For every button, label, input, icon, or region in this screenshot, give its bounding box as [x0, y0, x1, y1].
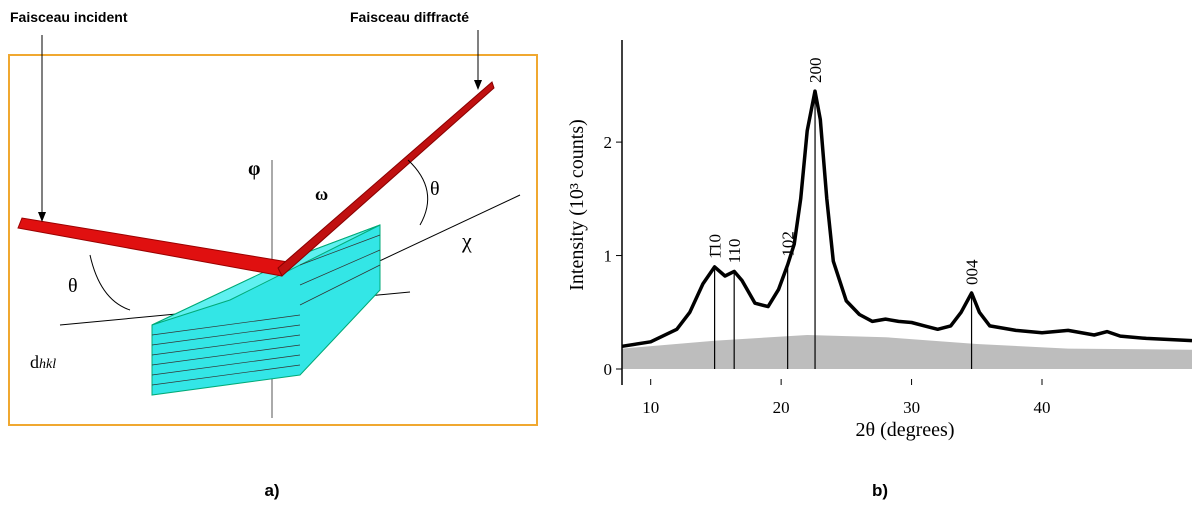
peak-label: 110 [725, 239, 744, 264]
x-tick-label: 10 [642, 398, 659, 417]
y-axis-title: Intensity (10³ counts) [566, 119, 588, 291]
theta-label: θ [68, 275, 78, 297]
d-label: dhkl [30, 352, 56, 372]
theta-label: θ [430, 178, 440, 200]
theta-arc [89, 254, 131, 311]
diffracted-label: Faisceau diffracté [350, 9, 469, 25]
peak-label: 004 [963, 259, 982, 285]
data-line [621, 89, 1192, 349]
x-tick-label: 20 [773, 398, 790, 417]
x-tick-label: 40 [1034, 398, 1051, 417]
background-area [622, 335, 1192, 369]
caption: a) [264, 481, 279, 500]
y-tick-label: 1 [604, 247, 613, 266]
caption: b) [872, 481, 888, 500]
phi-label: φ [248, 158, 260, 180]
omega-label: ω [315, 184, 328, 204]
x-tick-label: 30 [903, 398, 920, 417]
peak-label: 200 [806, 58, 825, 84]
arrowhead [474, 80, 482, 90]
incident-beam [17, 217, 289, 277]
chi-label: χ [461, 228, 472, 253]
frame [8, 54, 538, 426]
plot: 1̄10 110 102 200 004 0 1 2 10 20 30 40 [604, 40, 1192, 417]
y-tick-label: 2 [604, 133, 613, 152]
incident-label: Faisceau incident [10, 9, 128, 25]
crystal-planes [151, 234, 381, 386]
peak-label: 1̄10 [706, 234, 725, 259]
diagram: Faisceau incident Faisceau diffracté φ ω… [8, 9, 538, 500]
theta-arc [407, 159, 429, 226]
peak-label: 102 [779, 231, 798, 257]
y-tick-label: 0 [604, 360, 613, 379]
diffracted-beam [277, 81, 495, 277]
x-axis-title: 2θ (degrees) [856, 419, 955, 441]
arrowhead [38, 212, 46, 222]
